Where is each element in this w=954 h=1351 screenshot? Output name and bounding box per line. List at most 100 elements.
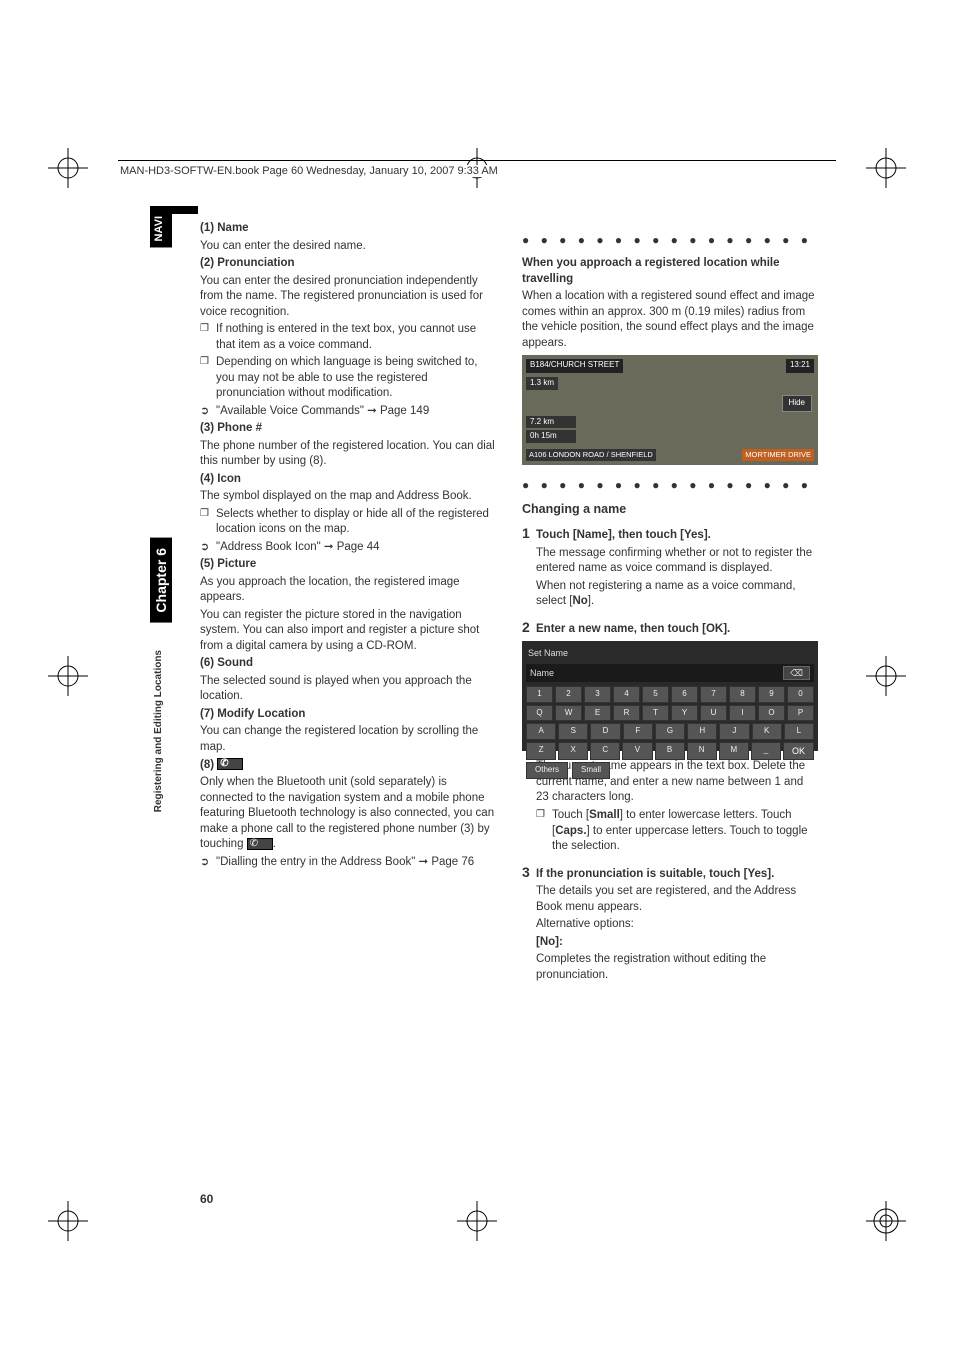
cross-reference: "Dialling the entry in the Address Book"… — [200, 855, 496, 871]
body-text: You can change the registered location b… — [200, 724, 496, 755]
keyboard-key[interactable]: G — [655, 723, 685, 740]
map-screenshot: B184/CHURCH STREET 13:21 1.3 km Hide 7.2… — [522, 355, 818, 465]
map-road-label: B184/CHURCH STREET — [526, 359, 623, 373]
keyboard-key[interactable]: M — [719, 742, 749, 760]
running-head: MAN-HD3-SOFTW-EN.book Page 60 Wednesday,… — [120, 165, 502, 177]
phone-icon — [247, 838, 273, 850]
keyboard-key[interactable]: U — [700, 705, 727, 722]
others-button[interactable]: Others — [526, 762, 568, 779]
step-heading: If the pronunciation is suitable, touch … — [536, 868, 774, 880]
ok-button[interactable]: OK — [783, 742, 814, 760]
heading-phone: (3) Phone # — [200, 421, 496, 437]
heading-picture: (5) Picture — [200, 557, 496, 573]
keyboard-key[interactable]: Q — [526, 705, 553, 722]
keyboard-key[interactable]: V — [622, 742, 652, 760]
kb-title: Set Name — [526, 645, 814, 661]
heading-sound: (6) Sound — [200, 656, 496, 672]
body-text: Completes the registration without editi… — [536, 952, 818, 983]
crop-mark — [48, 1201, 88, 1241]
keyboard-key[interactable]: Z — [526, 742, 556, 760]
text-span: ] to enter uppercase letters. Touch to t… — [552, 825, 808, 853]
crop-mark — [48, 148, 88, 188]
kb-name-label: Name — [530, 667, 554, 679]
keyboard-key[interactable]: J — [719, 723, 749, 740]
section-title: Changing a name — [522, 501, 818, 518]
keyboard-key[interactable]: 8 — [729, 686, 756, 703]
box-title: When you approach a registered location … — [522, 256, 818, 287]
tab-navi: NAVI — [150, 210, 172, 247]
keyboard-key[interactable]: N — [687, 742, 717, 760]
keyboard-key[interactable]: Y — [671, 705, 698, 722]
body-text: The phone number of the registered locat… — [200, 439, 496, 470]
step-number: 1 — [522, 524, 536, 543]
map-stat: 0h 15m — [526, 430, 576, 443]
option-label: [No]: — [536, 935, 818, 951]
step-1: 1Touch [Name], then touch [Yes]. The mes… — [522, 524, 818, 610]
keyboard-key[interactable]: L — [784, 723, 814, 740]
map-stat: 7.2 km — [526, 416, 576, 429]
tab-chapter: Chapter 6 — [150, 538, 172, 623]
crop-mark — [866, 1201, 906, 1241]
keyboard-key[interactable]: 9 — [758, 686, 785, 703]
keyboard-key[interactable]: D — [590, 723, 620, 740]
text-bold: Small — [589, 809, 620, 821]
body-text: The details you set are registered, and … — [536, 884, 818, 915]
keyboard-key[interactable]: P — [787, 705, 814, 722]
keyboard-key[interactable]: H — [687, 723, 717, 740]
heading-name: (1) Name — [200, 221, 496, 237]
keyboard-key[interactable]: 1 — [526, 686, 553, 703]
crop-mark — [48, 656, 88, 696]
keyboard-key[interactable]: A — [526, 723, 556, 740]
keyboard-key[interactable]: F — [623, 723, 653, 740]
heading-label: (8) — [200, 759, 214, 771]
hide-button[interactable]: Hide — [782, 395, 812, 412]
map-time: 13:21 — [786, 359, 814, 373]
keyboard-key[interactable]: 4 — [613, 686, 640, 703]
map-bottom-label: A106 LONDON ROAD / SHENFIELD — [526, 449, 656, 461]
keyboard-key[interactable]: W — [555, 705, 582, 722]
body-text: Alternative options: — [536, 917, 818, 933]
map-bottom-label: MORTIMER DRIVE — [742, 449, 814, 461]
keyboard-key[interactable]: E — [584, 705, 611, 722]
keyboard-key[interactable]: 6 — [671, 686, 698, 703]
step-heading: Touch [Name], then touch [Yes]. — [536, 529, 711, 541]
map-distance: 1.3 km — [526, 377, 558, 390]
bullet-item: Selects whether to display or hide all o… — [200, 507, 496, 538]
keyboard-key[interactable]: K — [752, 723, 782, 740]
keyboard-key[interactable]: 7 — [700, 686, 727, 703]
backspace-key[interactable]: ⌫ — [783, 666, 810, 680]
text-span: Touch [ — [552, 809, 589, 821]
small-button[interactable]: Small — [572, 762, 610, 779]
right-column: ● ● ● ● ● ● ● ● ● ● ● ● ● ● ● ● ● ● ● ● … — [522, 220, 818, 991]
keyboard-key[interactable]: T — [642, 705, 669, 722]
keyboard-key[interactable]: C — [590, 742, 620, 760]
keyboard-key[interactable]: I — [729, 705, 756, 722]
step-number: 2 — [522, 618, 536, 637]
crop-mark — [866, 656, 906, 696]
step-2: 2Enter a new name, then touch [OK]. Set … — [522, 618, 818, 855]
page-number: 60 — [200, 1192, 213, 1206]
text-span: Only when the Bluetooth unit (sold separ… — [200, 776, 494, 850]
crop-mark — [866, 148, 906, 188]
body-text: You can register the picture stored in t… — [200, 608, 496, 655]
keyboard-key[interactable]: _ — [751, 742, 781, 760]
keyboard-key[interactable]: B — [655, 742, 685, 760]
body-text: You can enter the desired name. — [200, 239, 496, 255]
keyboard-key[interactable]: S — [558, 723, 588, 740]
keyboard-key[interactable]: R — [613, 705, 640, 722]
phone-icon — [217, 758, 243, 770]
body-text: The symbol displayed on the map and Addr… — [200, 489, 496, 505]
heading-icon: (4) Icon — [200, 472, 496, 488]
keyboard-key[interactable]: 3 — [584, 686, 611, 703]
keyboard-key[interactable]: 0 — [787, 686, 814, 703]
keyboard-key[interactable]: O — [758, 705, 785, 722]
body-text: When not registering a name as a voice c… — [536, 579, 818, 610]
cross-reference: "Available Voice Commands" ➞ Page 149 — [200, 404, 496, 420]
cross-reference: "Address Book Icon" ➞ Page 44 — [200, 540, 496, 556]
keyboard-key[interactable]: 5 — [642, 686, 669, 703]
separator-dots: ● ● ● ● ● ● ● ● ● ● ● ● ● ● ● ● ● ● ● ● … — [522, 232, 818, 248]
left-column: (1) Name You can enter the desired name.… — [200, 220, 496, 991]
keyboard-key[interactable]: 2 — [555, 686, 582, 703]
text-bold: No — [572, 595, 587, 607]
keyboard-key[interactable]: X — [558, 742, 588, 760]
